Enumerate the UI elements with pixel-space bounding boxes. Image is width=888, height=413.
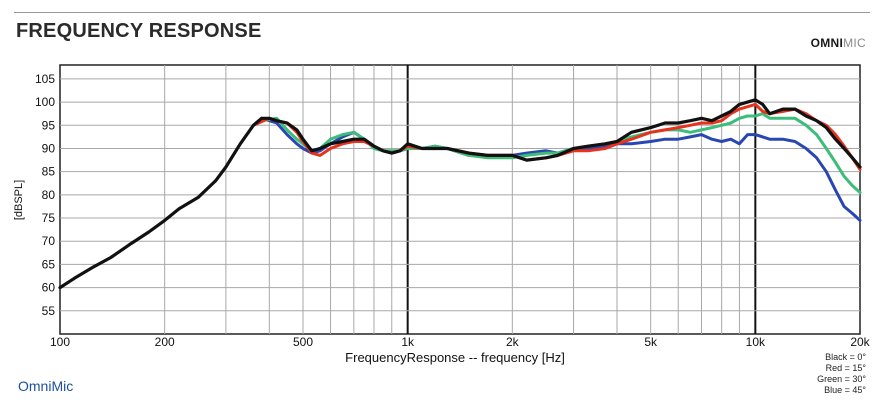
brand-name: OmniMic: [18, 378, 74, 394]
x-tick-label: 5k: [644, 335, 658, 349]
title-rule: [14, 12, 870, 13]
y-tick-label: 90: [42, 141, 56, 155]
x-tick-label: 10k: [746, 335, 766, 349]
x-tick-label: 1k: [401, 335, 415, 349]
legend-blue: Blue = 45°: [824, 385, 866, 395]
y-tick-labels: 55 60 65 70 75 80 85 90 95 100 105: [35, 72, 55, 318]
y-tick-label: 95: [42, 118, 56, 132]
y-tick-label: 100: [35, 95, 55, 109]
legend-black: Black = 0°: [825, 352, 866, 362]
y-tick-label: 65: [42, 257, 56, 271]
legend-red: Red = 15°: [825, 363, 866, 373]
y-tick-label: 85: [42, 165, 56, 179]
series-line-black: [58, 98, 862, 290]
x-tick-labels: 100 200 500 1k 2k 5k 10k 20k: [50, 335, 871, 349]
logo-bold: OMNI: [810, 36, 844, 50]
series-lines: [58, 98, 862, 290]
y-tick-label: 80: [42, 188, 56, 202]
x-tick-label: 100: [50, 335, 70, 349]
y-tick-label: 60: [42, 281, 56, 295]
y-tick-label: 70: [42, 234, 56, 248]
grid: [60, 65, 860, 334]
omnimic-logo: OMNIMIC: [811, 36, 866, 50]
chart-title: FREQUENCY RESPONSE: [16, 20, 262, 42]
x-tick-label: 2k: [506, 335, 520, 349]
y-tick-label: 75: [42, 211, 56, 225]
x-tick-label: 200: [155, 335, 175, 349]
x-tick-label: 20k: [850, 335, 870, 349]
y-axis-label: [dBSPL]: [13, 180, 25, 220]
x-axis-label: FrequencyResponse -- frequency [Hz]: [345, 350, 565, 365]
logo-light: MIC: [843, 36, 866, 50]
y-tick-label: 55: [42, 304, 56, 318]
legend: Black = 0° Red = 15° Green = 30° Blue = …: [817, 352, 866, 396]
legend-green: Green = 30°: [817, 374, 866, 384]
x-tick-label: 500: [293, 335, 313, 349]
y-tick-label: 105: [35, 72, 55, 86]
